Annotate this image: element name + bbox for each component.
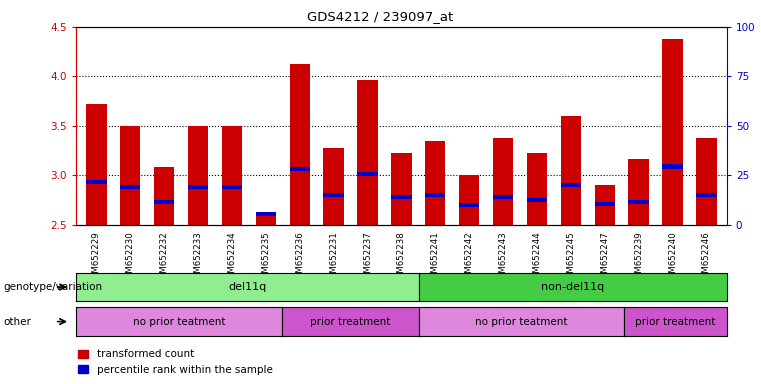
Bar: [662, 39, 683, 225]
Bar: [221, 126, 242, 225]
Bar: [629, 200, 649, 204]
Bar: [696, 193, 717, 197]
Bar: [120, 185, 141, 189]
Bar: [629, 159, 649, 225]
Bar: [662, 164, 683, 169]
Legend: transformed count, percentile rank within the sample: transformed count, percentile rank withi…: [74, 345, 277, 379]
Text: non-del11q: non-del11q: [541, 282, 604, 292]
Bar: [188, 185, 209, 189]
Text: del11q: del11q: [228, 282, 266, 292]
Bar: [391, 195, 412, 199]
Text: GDS4212 / 239097_at: GDS4212 / 239097_at: [307, 10, 454, 23]
Bar: [594, 202, 615, 206]
Bar: [425, 141, 445, 225]
Bar: [358, 80, 377, 225]
Bar: [323, 193, 344, 197]
Text: genotype/variation: genotype/variation: [4, 282, 103, 292]
Bar: [527, 154, 547, 225]
Bar: [221, 185, 242, 189]
Bar: [493, 195, 513, 199]
Text: prior treatment: prior treatment: [310, 316, 390, 327]
Bar: [561, 116, 581, 225]
Bar: [154, 167, 174, 225]
Text: prior treatment: prior treatment: [635, 316, 715, 327]
Text: no prior teatment: no prior teatment: [475, 316, 568, 327]
Bar: [425, 193, 445, 197]
Bar: [527, 198, 547, 202]
Bar: [323, 147, 344, 225]
Bar: [358, 172, 377, 176]
Bar: [493, 137, 513, 225]
Bar: [594, 185, 615, 225]
Bar: [120, 126, 141, 225]
Bar: [256, 213, 276, 225]
Bar: [86, 104, 107, 225]
Bar: [86, 180, 107, 184]
Text: no prior teatment: no prior teatment: [132, 316, 225, 327]
Bar: [256, 212, 276, 216]
Bar: [188, 126, 209, 225]
Bar: [459, 203, 479, 207]
Bar: [459, 175, 479, 225]
Text: other: other: [4, 316, 32, 327]
Bar: [696, 137, 717, 225]
Bar: [290, 65, 310, 225]
Bar: [391, 154, 412, 225]
Bar: [290, 167, 310, 172]
Bar: [154, 200, 174, 204]
Bar: [561, 183, 581, 187]
